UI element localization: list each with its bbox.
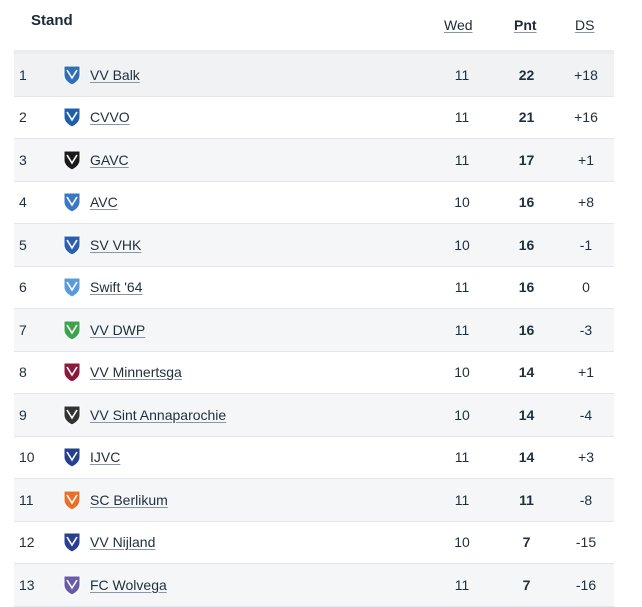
points: 14 — [518, 364, 535, 381]
team-name-link[interactable]: VV Nijland — [90, 534, 156, 551]
position: 8 — [19, 364, 27, 381]
matches-played: 11 — [454, 109, 470, 126]
sv-vhk-crest-icon — [61, 234, 83, 256]
table-row: 5 SV VHK 10 16 -1 — [14, 224, 614, 267]
fc-wolvega-crest-icon — [61, 574, 83, 596]
table-row: 10 IJVC 11 14 +3 — [14, 437, 614, 479]
table-body: 1 VV Balk 11 22 +18 2 CVVO 11 21 +16 3 GAVC 11 17 +1 4 A… — [14, 54, 614, 607]
matches-played: 11 — [454, 576, 470, 593]
vv-minnertsga-crest-icon — [61, 361, 83, 383]
goal-difference: +8 — [578, 194, 594, 211]
position: 4 — [19, 194, 27, 211]
team-name-link[interactable]: GAVC — [90, 151, 129, 168]
matches-played: 10 — [454, 236, 470, 253]
position: 10 — [19, 449, 35, 466]
team-name-link[interactable]: SC Berlikum — [90, 491, 168, 508]
goal-difference: -4 — [579, 406, 593, 423]
vv-balk-crest-icon — [61, 64, 83, 86]
avc-crest-icon — [61, 191, 83, 213]
points: 7 — [522, 534, 531, 551]
team-name-link[interactable]: VV Minnertsga — [90, 364, 182, 381]
team-name-link[interactable]: VV Sint Annaparochie — [90, 406, 227, 423]
vv-sint-annaparochie-crest-icon — [61, 404, 83, 426]
matches-played: 10 — [454, 364, 470, 381]
cvvo-crest-icon — [61, 106, 83, 128]
position: 11 — [19, 491, 34, 508]
position: 9 — [19, 406, 27, 423]
vv-dwp-crest-icon — [61, 319, 83, 341]
team-name-link[interactable]: SV VHK — [90, 236, 142, 253]
goal-difference: -16 — [575, 576, 597, 593]
table-row: 1 VV Balk 11 22 +18 — [14, 54, 614, 97]
table-row: 13 FC Wolvega 11 7 -16 — [14, 564, 614, 607]
team-name-link[interactable]: Swift '64 — [90, 279, 143, 296]
table-row: 11 SC Berlikum 11 11 -8 — [14, 479, 614, 522]
points: 16 — [518, 236, 535, 253]
position: 5 — [19, 236, 27, 253]
position: 13 — [19, 576, 35, 593]
matches-played: 11 — [454, 66, 470, 83]
points: 16 — [518, 321, 535, 338]
matches-played: 11 — [454, 151, 470, 168]
matches-played: 11 — [454, 279, 470, 296]
points: 14 — [518, 449, 535, 466]
table-row: 3 GAVC 11 17 +1 — [14, 139, 614, 182]
team-name-link[interactable]: VV DWP — [90, 321, 146, 338]
position: 6 — [19, 279, 27, 296]
points: 22 — [518, 66, 535, 83]
matches-played: 10 — [454, 406, 470, 423]
vv-nijland-crest-icon — [61, 531, 83, 553]
table-row: 9 VV Sint Annaparochie 10 14 -4 — [14, 394, 614, 437]
standings-table: Stand Wed Pnt DS 1 VV Balk 11 22 +18 2 CVVO 11 2… — [14, 0, 614, 607]
goal-difference: +1 — [578, 364, 594, 381]
table-row: 8 VV Minnertsga 10 14 +1 — [14, 352, 614, 394]
matches-played: 10 — [454, 194, 470, 211]
goal-difference: -8 — [579, 491, 593, 508]
team-name-link[interactable]: FC Wolvega — [90, 576, 167, 593]
points: 11 — [519, 491, 534, 508]
table-row: 12 VV Nijland 10 7 -15 — [14, 522, 614, 564]
column-played-header[interactable]: Wed — [444, 17, 473, 33]
table-row: 7 VV DWP 11 16 -3 — [14, 309, 614, 352]
points: 21 — [518, 109, 535, 126]
table-row: 6 Swift '64 11 16 0 — [14, 267, 614, 309]
goal-difference: +16 — [574, 109, 598, 126]
position: 12 — [19, 534, 35, 551]
column-goal-difference-header[interactable]: DS — [575, 17, 595, 33]
column-points-header[interactable]: Pnt — [514, 17, 537, 33]
points: 16 — [518, 194, 535, 211]
table-title: Stand — [31, 12, 73, 29]
position: 1 — [19, 66, 27, 83]
table-header: Stand Wed Pnt DS — [14, 0, 614, 54]
goal-difference: +18 — [574, 66, 598, 83]
points: 17 — [518, 151, 535, 168]
team-name-link[interactable]: IJVC — [90, 449, 121, 466]
points: 7 — [522, 576, 531, 593]
matches-played: 11 — [454, 449, 470, 466]
goal-difference: -15 — [575, 534, 597, 551]
gavc-crest-icon — [61, 149, 83, 171]
team-name-link[interactable]: VV Balk — [90, 66, 140, 83]
points: 14 — [518, 406, 535, 423]
goal-difference: +1 — [578, 151, 594, 168]
goal-difference: +3 — [578, 449, 594, 466]
ijvc-crest-icon — [61, 446, 83, 468]
matches-played: 11 — [454, 491, 470, 508]
position: 2 — [19, 109, 27, 126]
table-row: 2 CVVO 11 21 +16 — [14, 97, 614, 139]
goal-difference: -3 — [579, 321, 593, 338]
position: 7 — [19, 321, 27, 338]
matches-played: 10 — [454, 534, 470, 551]
points: 16 — [518, 279, 535, 296]
swift-64-crest-icon — [61, 276, 83, 298]
matches-played: 11 — [454, 321, 470, 338]
goal-difference: 0 — [582, 279, 590, 296]
team-name-link[interactable]: AVC — [90, 194, 118, 211]
table-row: 4 AVC 10 16 +8 — [14, 182, 614, 224]
goal-difference: -1 — [579, 236, 593, 253]
position: 3 — [19, 151, 27, 168]
team-name-link[interactable]: CVVO — [90, 109, 130, 126]
sc-berlikum-crest-icon — [61, 489, 83, 511]
